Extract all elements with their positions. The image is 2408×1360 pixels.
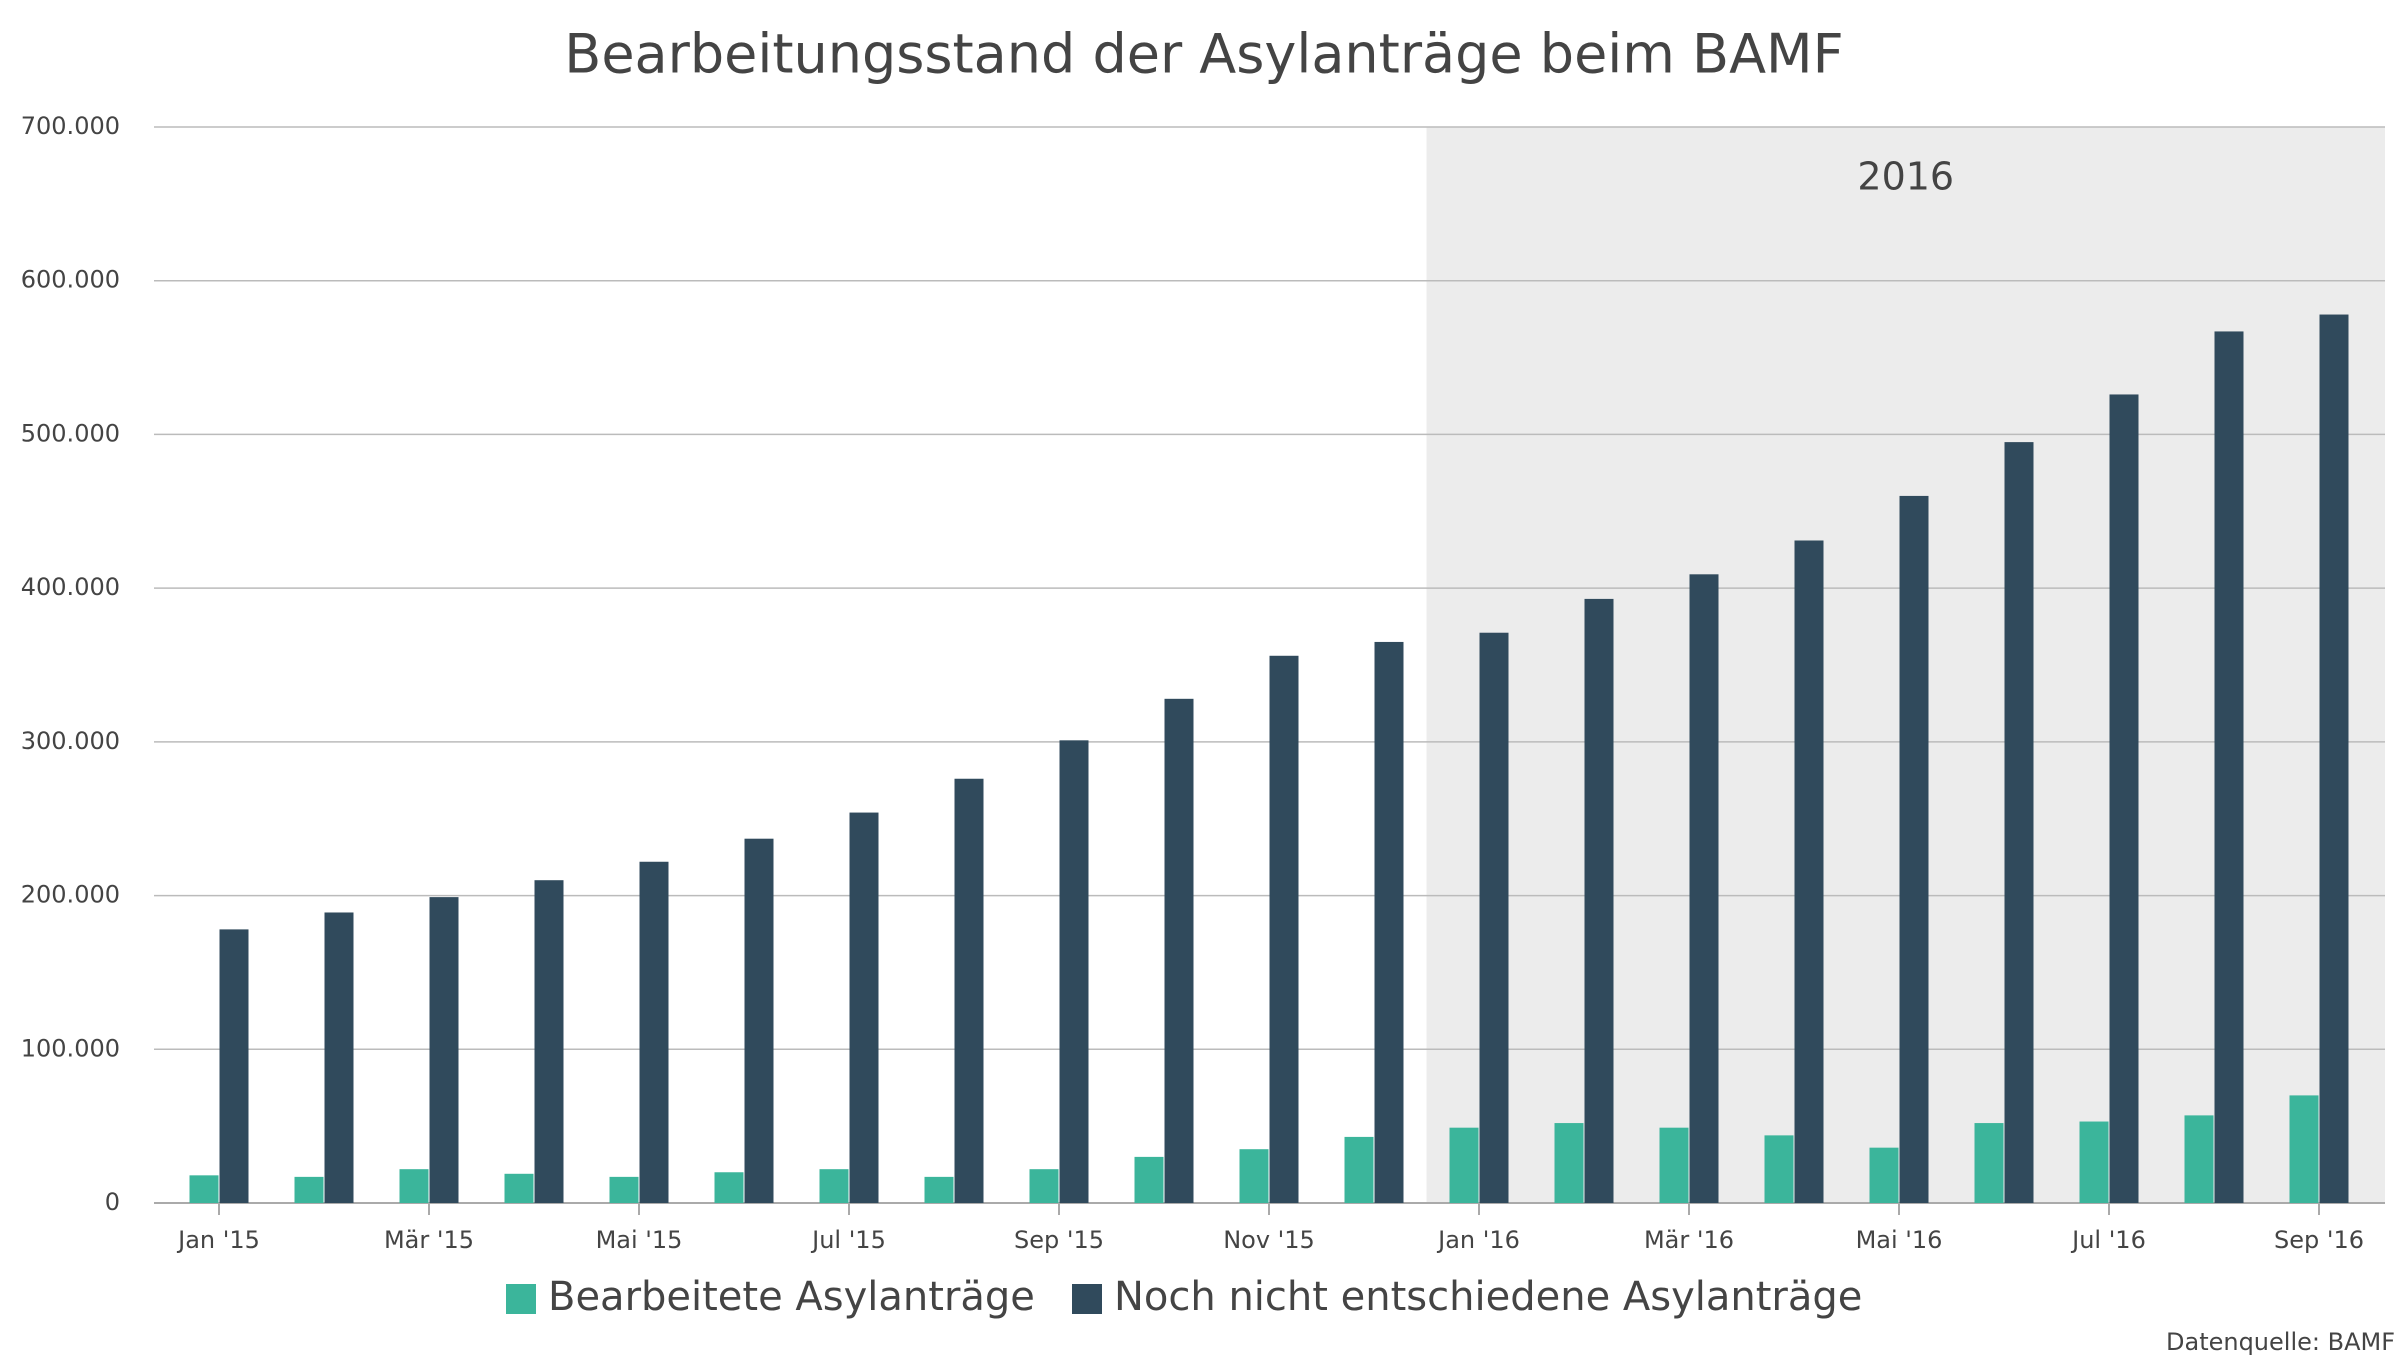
chart-title: Bearbeitungsstand der Asylanträge beim B… [564, 23, 1843, 86]
bar [924, 1176, 954, 1203]
y-tick-label: 700.000 [21, 112, 120, 140]
bar [954, 778, 984, 1203]
x-tick-label: Mai '16 [1856, 1226, 1943, 1254]
x-tick-label: Sep '15 [1014, 1226, 1104, 1254]
x-tick-label: Sep '16 [2274, 1226, 2364, 1254]
bar [1479, 632, 1509, 1203]
y-tick-label: 500.000 [21, 419, 120, 447]
legend-label: Bearbeitete Asylanträge [548, 1274, 1035, 1320]
x-tick-label: Nov '15 [1223, 1226, 1315, 1254]
x-tick-label: Jul '15 [810, 1226, 886, 1254]
legend-swatch [1072, 1284, 1102, 1314]
bar [1239, 1149, 1269, 1203]
bar [189, 1175, 219, 1203]
bar [1344, 1136, 1374, 1203]
bar [504, 1173, 534, 1203]
bar [2109, 394, 2139, 1203]
bar [324, 912, 354, 1203]
source: Datenquelle: BAMF [2166, 1328, 2395, 1356]
x-tick-label: Jan '15 [176, 1226, 260, 1254]
bar [1269, 655, 1299, 1203]
bar [1164, 698, 1194, 1203]
legend-label: Noch nicht entschiedene Asylanträge [1114, 1274, 1862, 1320]
bar [849, 812, 879, 1203]
y-tick-label: 100.000 [21, 1034, 120, 1062]
bar [1659, 1127, 1689, 1203]
x-tick-label: Jul '16 [2070, 1226, 2146, 1254]
bar [1899, 495, 1929, 1203]
bar [2184, 1115, 2214, 1203]
x-tick-label: Mai '15 [596, 1226, 683, 1254]
bar [2004, 442, 2034, 1204]
y-tick-label: 400.000 [21, 573, 120, 601]
bar [1584, 598, 1614, 1203]
bar [639, 861, 669, 1203]
bar [1554, 1123, 1584, 1203]
x-tick-label: Mär '15 [384, 1226, 474, 1254]
bar [819, 1169, 849, 1203]
legend-swatch [506, 1284, 536, 1314]
bar [1689, 574, 1719, 1203]
bar [2079, 1121, 2109, 1203]
bar [294, 1176, 324, 1203]
bar [1449, 1127, 1479, 1203]
bar [1974, 1123, 2004, 1203]
highlight-label: 2016 [1857, 155, 1954, 199]
bar [1134, 1156, 1164, 1203]
x-tick-label: Jan '16 [1436, 1226, 1520, 1254]
bar [429, 897, 459, 1203]
bar [714, 1172, 744, 1203]
bar [1029, 1169, 1059, 1203]
bar [1794, 540, 1824, 1203]
bar [1764, 1135, 1794, 1203]
y-tick-label: 300.000 [21, 727, 120, 755]
bar [1374, 641, 1404, 1203]
bar [744, 838, 774, 1203]
bar [2289, 1095, 2319, 1203]
bar [219, 929, 249, 1203]
y-tick-label: 600.000 [21, 266, 120, 294]
y-tick-label: 0 [105, 1188, 120, 1216]
bar [2214, 331, 2244, 1203]
bar [2319, 314, 2349, 1203]
bar [1869, 1147, 1899, 1203]
y-tick-label: 200.000 [21, 881, 120, 909]
x-tick-label: Mär '16 [1644, 1226, 1734, 1254]
bar [609, 1176, 639, 1203]
bar [1059, 740, 1089, 1203]
bar [399, 1169, 429, 1203]
bar [534, 880, 564, 1203]
